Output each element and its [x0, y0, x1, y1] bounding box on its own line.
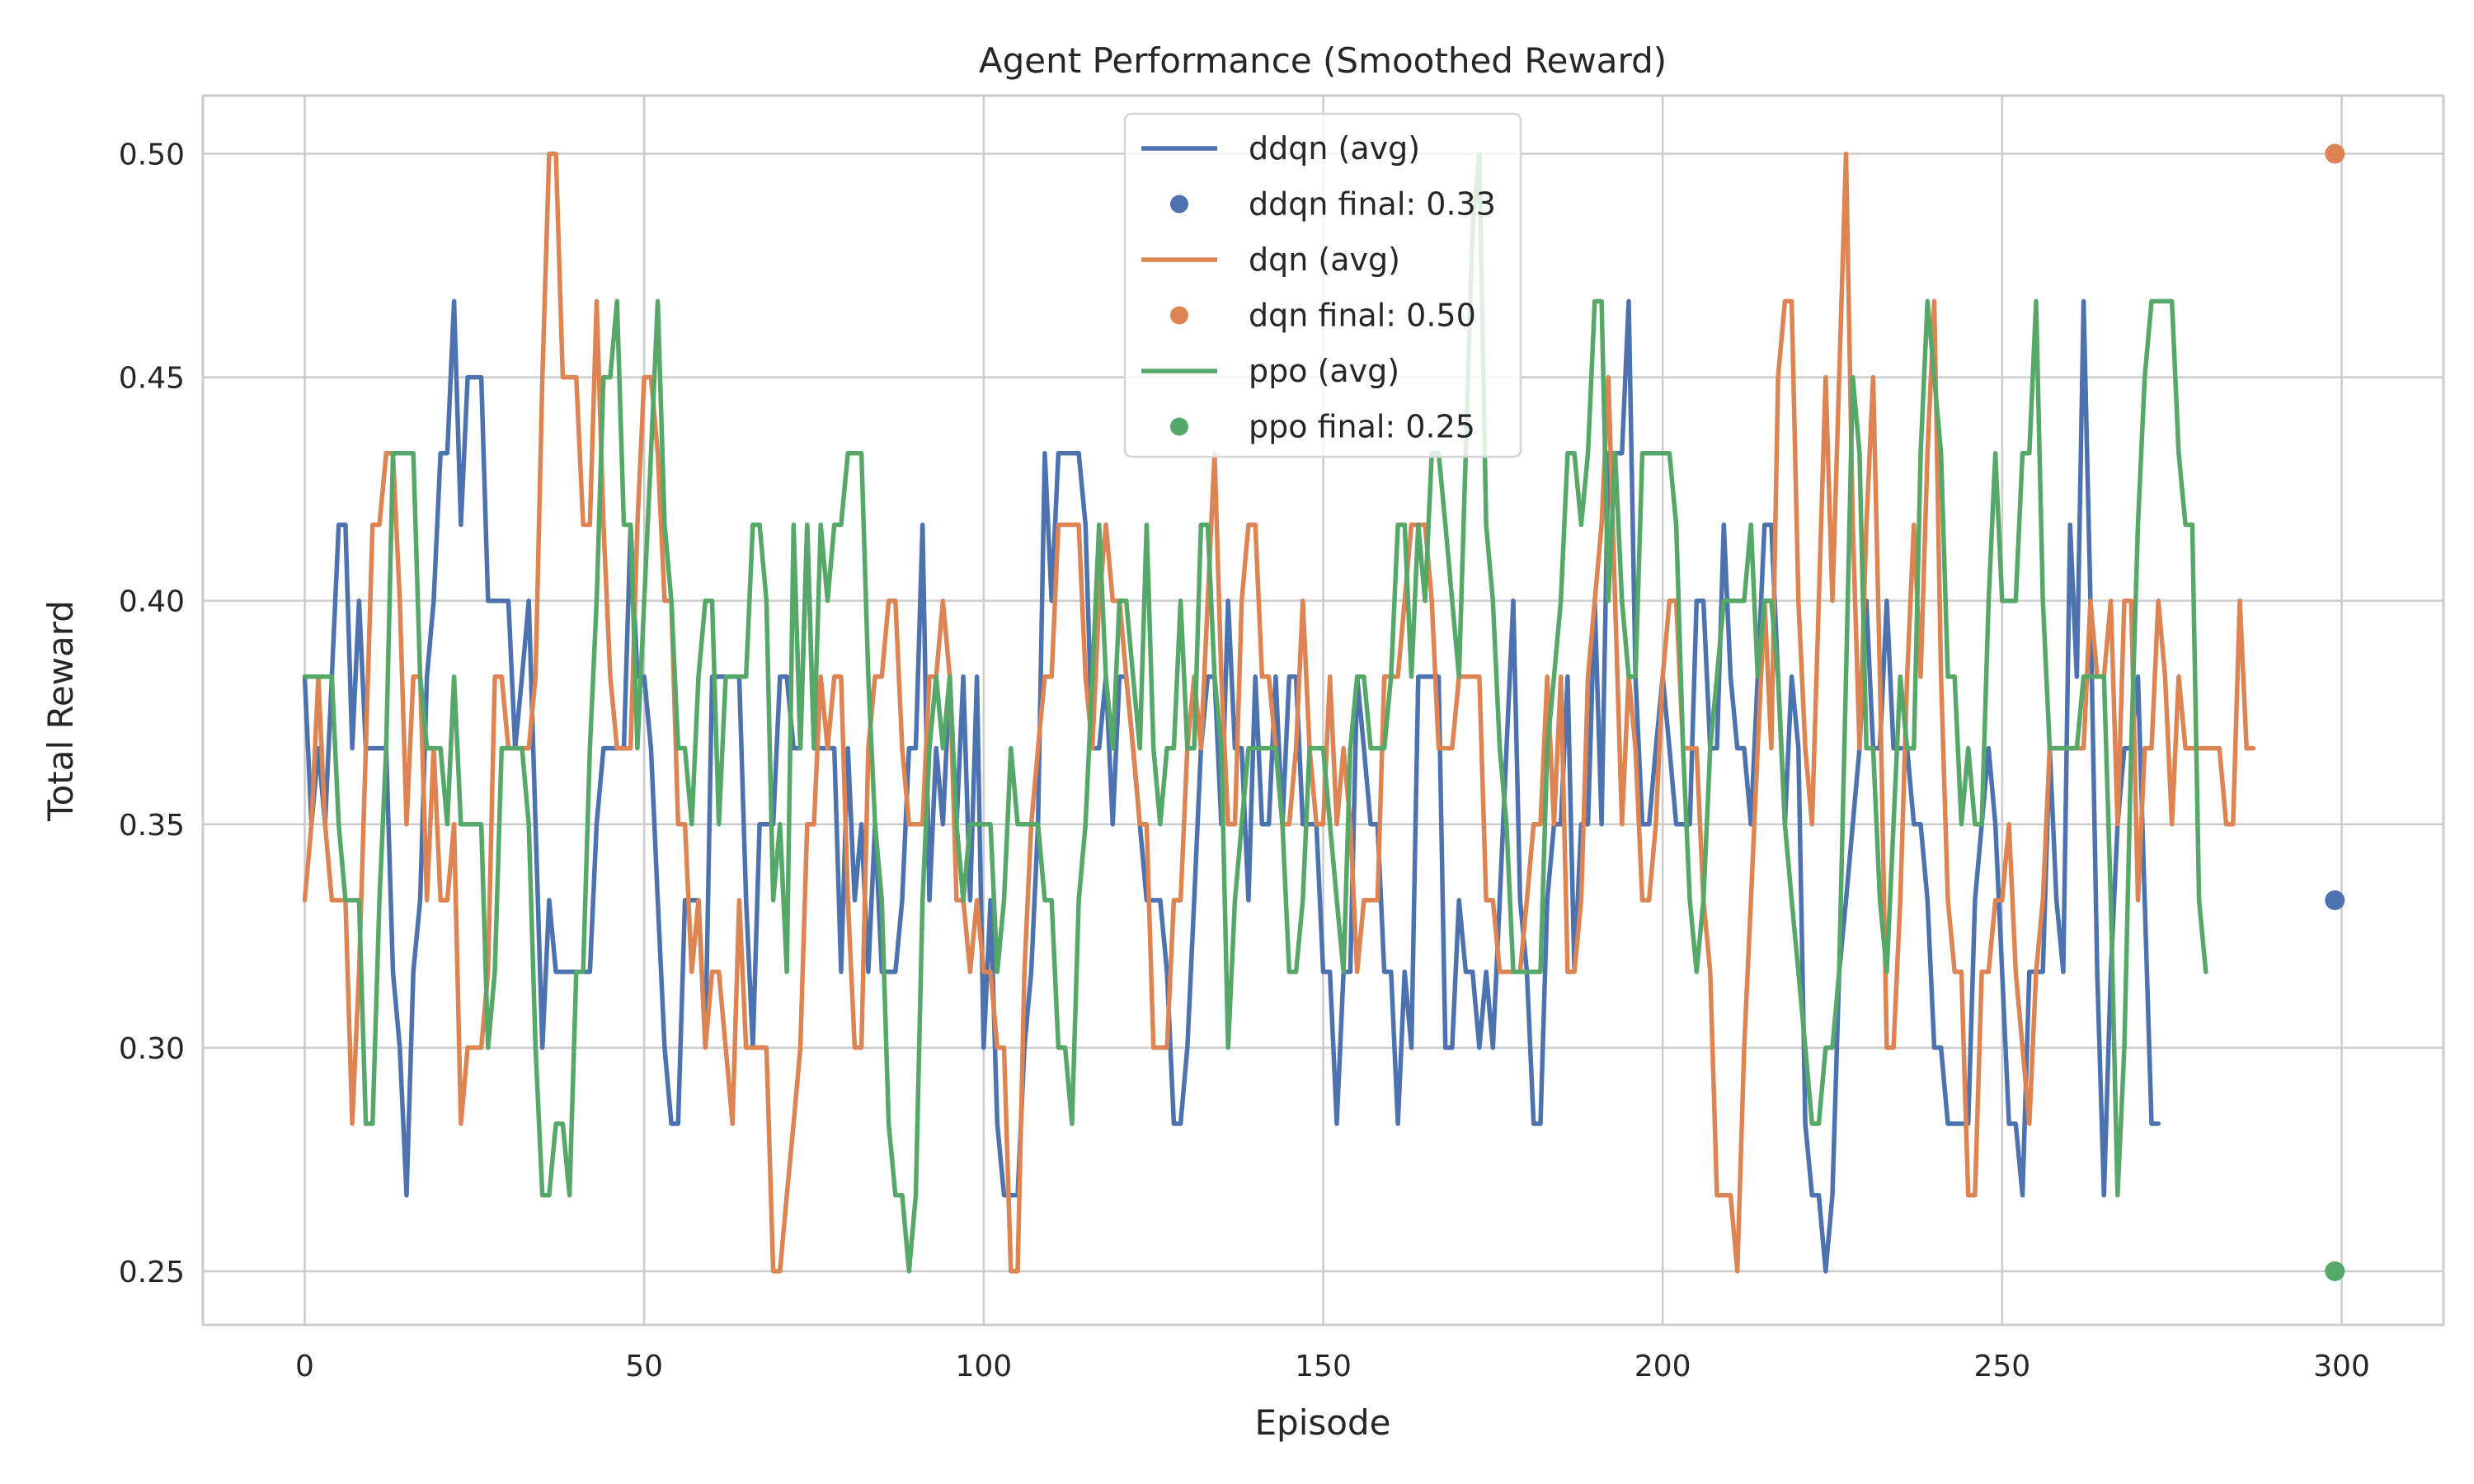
x-tick-label: 100 — [955, 1350, 1012, 1383]
chart-title: Agent Performance (Smoothed Reward) — [979, 40, 1667, 81]
final-markers — [2325, 143, 2345, 1281]
legend-box — [1123, 112, 1522, 458]
x-tick-label: 300 — [2313, 1350, 2370, 1383]
final-marker-dqn — [2325, 143, 2345, 164]
x-tick-label: 150 — [1295, 1350, 1352, 1383]
axis-ticks: 0 50 100 150 200 250 300 0.25 0.30 0.35 0.40 0.45 0.… — [119, 138, 2370, 1383]
legend-label-ppo-avg: ppo (avg) — [1249, 353, 1399, 389]
series-line-ppo — [302, 151, 2208, 1274]
legend-label-dqn-final: dqn final: 0.50 — [1249, 298, 1476, 334]
legend-dot-swatch-dqn — [1170, 306, 1188, 325]
legend: ddqn (avg) ddqn final: 0.33 dqn (avg) dqn f… — [1123, 112, 1522, 458]
y-tick-label: 0.45 — [119, 362, 185, 396]
legend-label-ppo-final: ppo final: 0.25 — [1249, 409, 1475, 445]
y-tick-label: 0.35 — [119, 809, 185, 843]
x-tick-label: 250 — [1973, 1350, 2030, 1383]
x-tick-label: 0 — [295, 1350, 314, 1383]
y-tick-label: 0.50 — [119, 138, 185, 171]
x-tick-label: 200 — [1634, 1350, 1691, 1383]
legend-dot-swatch-ddqn — [1170, 195, 1188, 214]
legend-label-dqn-avg: dqn (avg) — [1249, 242, 1400, 278]
x-tick-label: 50 — [625, 1350, 663, 1383]
y-axis-title: Total Reward — [40, 600, 81, 822]
y-tick-label: 0.30 — [119, 1032, 185, 1066]
y-tick-label: 0.25 — [119, 1256, 185, 1289]
legend-label-ddqn-avg: ddqn (avg) — [1249, 130, 1420, 167]
series-lines — [302, 151, 2256, 1274]
legend-label-ddqn-final: ddqn final: 0.33 — [1249, 186, 1496, 223]
series-line-ddqn — [302, 298, 2161, 1274]
x-axis-title: Episode — [1255, 1402, 1391, 1443]
final-marker-ddqn — [2325, 890, 2345, 910]
final-marker-ppo — [2325, 1261, 2345, 1281]
y-tick-label: 0.40 — [119, 585, 185, 619]
plot-area — [201, 94, 2445, 1327]
legend-dot-swatch-ppo — [1170, 417, 1188, 436]
